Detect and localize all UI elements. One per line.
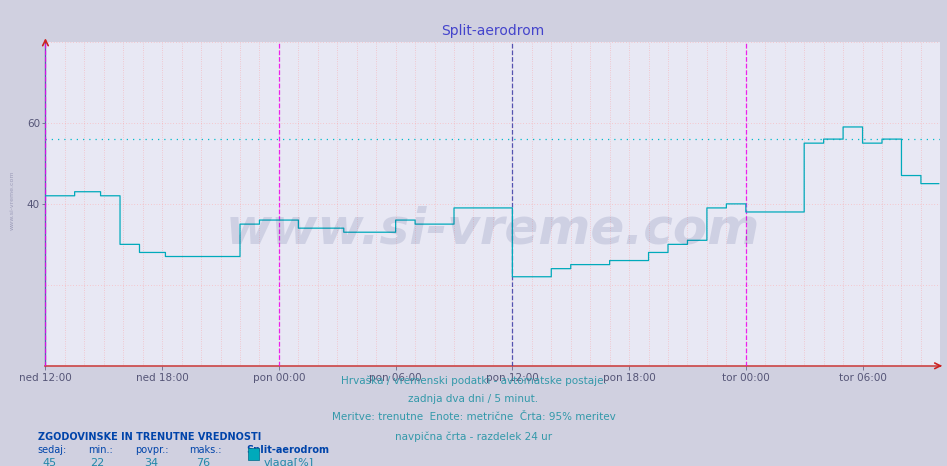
Text: 34: 34 <box>145 458 158 466</box>
Text: min.:: min.: <box>88 445 113 455</box>
Text: sedaj:: sedaj: <box>38 445 67 455</box>
Text: 22: 22 <box>90 458 105 466</box>
Text: navpična črta - razdelek 24 ur: navpična črta - razdelek 24 ur <box>395 431 552 442</box>
Text: Split-aerodrom: Split-aerodrom <box>246 445 330 455</box>
Title: Split-aerodrom: Split-aerodrom <box>441 24 545 38</box>
Text: maks.:: maks.: <box>189 445 222 455</box>
Text: 45: 45 <box>43 458 56 466</box>
Text: zadnja dva dni / 5 minut.: zadnja dva dni / 5 minut. <box>408 394 539 404</box>
Text: 76: 76 <box>197 458 210 466</box>
Text: povpr.:: povpr.: <box>135 445 169 455</box>
Text: Hrvaška / vremenski podatki - avtomatske postaje.: Hrvaška / vremenski podatki - avtomatske… <box>341 375 606 386</box>
Text: www.si-vreme.com: www.si-vreme.com <box>225 206 760 254</box>
Text: Meritve: trenutne  Enote: metrične  Črta: 95% meritev: Meritve: trenutne Enote: metrične Črta: … <box>331 412 616 422</box>
Text: ZGODOVINSKE IN TRENUTNE VREDNOSTI: ZGODOVINSKE IN TRENUTNE VREDNOSTI <box>38 432 261 442</box>
Text: vlaga[%]: vlaga[%] <box>263 458 313 466</box>
Text: www.si-vreme.com: www.si-vreme.com <box>9 171 15 230</box>
